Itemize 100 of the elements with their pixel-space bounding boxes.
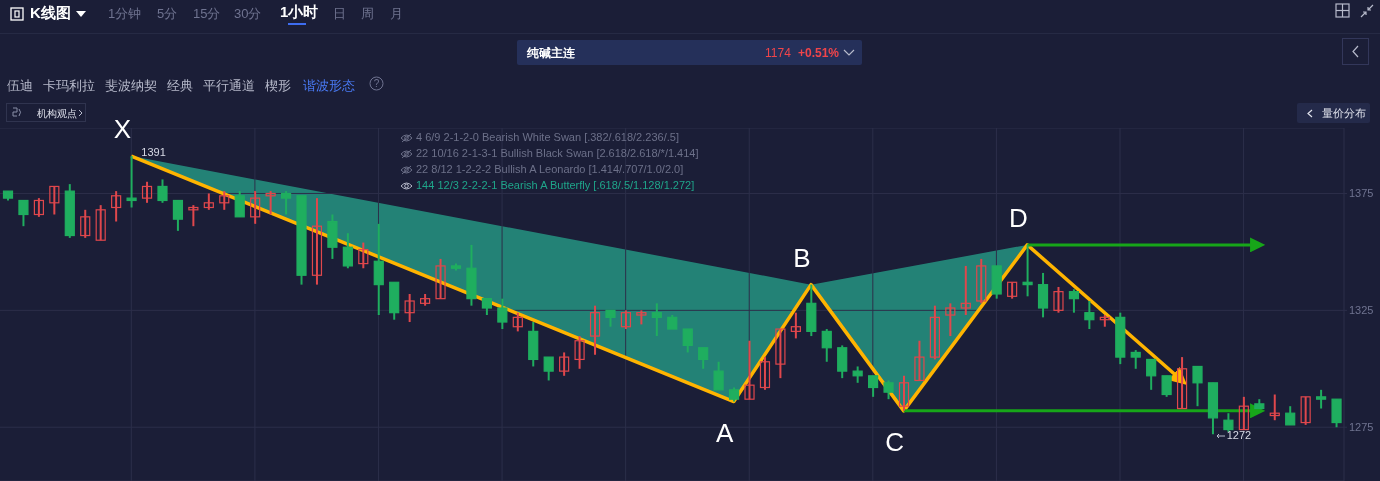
candlestick [373, 222, 384, 317]
candlestick [1331, 398, 1342, 429]
text: 日 [333, 5, 346, 23]
text: 1小时 [280, 3, 319, 22]
candlestick [512, 311, 523, 333]
annotation: 144 12/3 2-2-2-1 Bearish A Butterfly [.618/.5/1.128/1.272] [416, 179, 695, 191]
annotation: 22 10/16 2-1-3-1 Bullish Black Swan [2.618/2.618/*/1.414] [416, 147, 699, 159]
text: 卡玛利拉 [43, 77, 95, 95]
candlestick [311, 197, 323, 286]
candlestick [713, 360, 724, 391]
candlestick [95, 204, 106, 242]
text: 1分钟 [108, 5, 142, 23]
candlestick [404, 292, 415, 324]
text: 楔形 [265, 77, 291, 95]
candlestick [1269, 393, 1280, 422]
annotation: D [1007, 202, 1029, 234]
candlestick [219, 190, 230, 211]
text: 谐波形态 [303, 77, 355, 95]
candlestick [543, 356, 554, 382]
candlestick [18, 199, 29, 228]
text: 月 [390, 5, 403, 23]
candlestick [1176, 356, 1188, 410]
text: 机构观点 [37, 107, 77, 121]
candlestick [280, 190, 292, 216]
candlestick [682, 328, 693, 354]
candlestick [1316, 388, 1327, 410]
candlestick [1130, 349, 1141, 370]
annotation: C [884, 426, 906, 458]
candlestick [1146, 358, 1157, 391]
text: 周 [361, 5, 374, 23]
candlestick [914, 339, 925, 382]
candlestick [883, 379, 894, 401]
candlestick [620, 309, 632, 331]
text: 斐波纳契 [105, 77, 157, 95]
candlestick [868, 374, 879, 398]
candlestick [976, 257, 987, 305]
annotation: B [792, 242, 812, 274]
candlestick [33, 197, 44, 218]
candlestick [157, 178, 168, 204]
candlestick [790, 311, 801, 340]
candlestick [1285, 405, 1296, 426]
text: 经典 [167, 77, 193, 95]
candlestick [1084, 299, 1095, 331]
candlestick [574, 335, 585, 370]
text: 15分 [193, 5, 221, 23]
candlestick [203, 192, 214, 211]
text: 5分 [157, 5, 178, 23]
candlestick [342, 232, 353, 270]
candlestick [1068, 288, 1080, 314]
chart-title: 纯碱主连 [527, 45, 575, 62]
candlestick [898, 374, 910, 412]
annotation: A [715, 417, 735, 449]
candlestick [80, 208, 91, 239]
candlestick [945, 302, 956, 338]
candlestick [1300, 395, 1311, 426]
help-icon: ? [369, 76, 384, 91]
candlestick [49, 185, 60, 216]
candlestick [1007, 281, 1018, 300]
text: K线图 [30, 4, 71, 23]
candlestick [497, 297, 508, 331]
text: +0.51% [798, 46, 840, 60]
candlestick [759, 356, 771, 391]
candlestick [234, 190, 245, 218]
annotation: 4 6/9 2-1-2-0 Bearish White Swan [.382/.618/2.236/.5] [416, 131, 679, 143]
candlestick [265, 190, 276, 216]
candlestick [1161, 374, 1172, 398]
candlestick [651, 302, 662, 338]
candlestick [358, 241, 369, 270]
y-tick-label: 1275 [1349, 421, 1374, 434]
y-tick-label: 1375 [1349, 187, 1374, 200]
y-tick-label: 1325 [1349, 304, 1374, 317]
text: 1174 [765, 46, 791, 60]
candlestick [589, 304, 601, 356]
text: 30分 [234, 5, 262, 23]
candlestick [821, 328, 832, 363]
text: 平行通道 [203, 77, 255, 95]
candlestick [960, 264, 971, 317]
candlestick [1192, 365, 1203, 408]
candlestick [250, 190, 261, 225]
candlestick [1022, 243, 1033, 298]
annotation: 22 8/12 1-2-2-2 Bullish A Leonardo [1.414/.707/1.0/2.0] [416, 163, 684, 175]
candlestick [698, 346, 709, 370]
candlestick [559, 351, 570, 377]
candlestick [1223, 412, 1234, 433]
annotation: 1391 [141, 146, 166, 159]
candlestick [111, 190, 122, 223]
candlestick [744, 339, 755, 401]
candlestick [172, 199, 184, 232]
candlestick [141, 180, 153, 204]
text: 量价分布 [1322, 106, 1366, 121]
candlestick [1238, 395, 1249, 431]
text: 伍迪 [7, 77, 33, 95]
candlestick [929, 304, 940, 361]
annotation: 1272 [1226, 429, 1252, 442]
candlestick [1053, 285, 1064, 314]
candlestick [837, 344, 848, 380]
candlestick [775, 328, 786, 380]
candlestick [126, 155, 137, 209]
candlestick [1037, 271, 1049, 319]
candlestick [188, 204, 199, 228]
